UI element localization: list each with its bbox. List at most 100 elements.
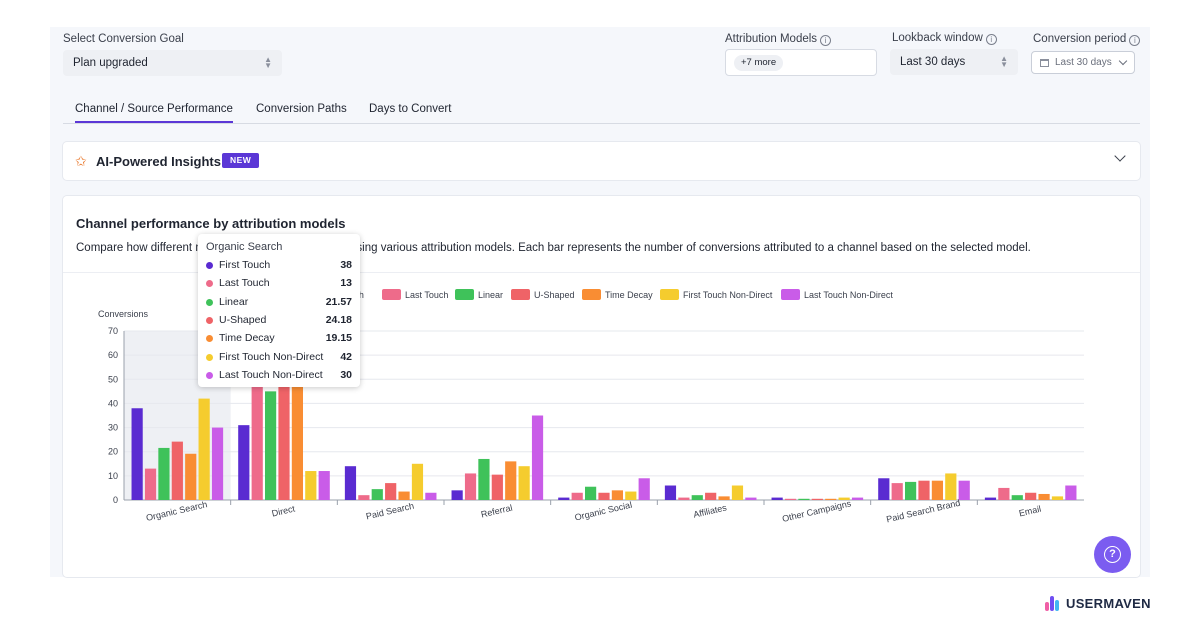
bar <box>171 441 183 500</box>
x-tick-label: Organic Social <box>574 500 633 523</box>
bar <box>358 495 370 500</box>
bar <box>731 485 744 500</box>
tooltip-title: Organic Search <box>206 241 283 253</box>
legend-swatch <box>511 289 530 300</box>
bar <box>1065 485 1077 500</box>
bar <box>531 415 544 500</box>
y-tick-label: 30 <box>108 423 118 433</box>
attribution-label: Attribution Models i <box>725 33 832 46</box>
tooltip-series-name: Last Touch Non-Direct <box>219 368 323 381</box>
bar <box>905 481 917 500</box>
legend-swatch <box>582 289 601 300</box>
new-badge: NEW <box>222 153 260 168</box>
bar <box>771 497 783 500</box>
tab-bar: Channel / Source Performance Conversion … <box>63 97 1140 124</box>
bar <box>931 480 943 500</box>
y-tick-label: 20 <box>108 447 118 457</box>
help-button[interactable]: ? <box>1094 536 1131 573</box>
legend-label: Last Touch Non-Direct <box>804 290 893 300</box>
bar <box>825 498 837 500</box>
goal-select[interactable]: Plan upgraded ▲ ▼ <box>63 50 282 76</box>
chevron-down-icon <box>1118 56 1128 66</box>
y-tick-label: 60 <box>108 350 118 360</box>
x-tick-label: Paid Search <box>365 501 415 522</box>
bar <box>131 408 143 500</box>
legend-swatch <box>660 289 679 300</box>
bar <box>958 480 970 500</box>
tab-days-to-convert[interactable]: Days to Convert <box>369 103 452 115</box>
insights-title: AI-Powered Insights <box>96 154 221 169</box>
chevron-down-icon[interactable] <box>1114 150 1126 162</box>
tooltip-row: Last Touch Non-Direct 30 <box>206 368 352 384</box>
info-icon: i <box>1129 35 1141 46</box>
x-tick-label: Affiliates <box>692 502 728 519</box>
bar <box>918 480 930 500</box>
ai-insights-panel[interactable]: ✩ AI-Powered Insights NEW <box>63 142 1140 180</box>
period-dropdown[interactable]: Last 30 days <box>1031 51 1135 74</box>
tooltip-series-value: 13 <box>340 277 352 290</box>
lookback-select[interactable]: Last 30 days ▲ ▼ <box>890 49 1018 75</box>
bar <box>718 496 730 500</box>
period-value: Last 30 days <box>1055 57 1112 68</box>
tooltip-series-value: 42 <box>340 350 352 363</box>
tab-conversion-paths[interactable]: Conversion Paths <box>256 103 347 115</box>
tooltip-row: Time Decay 19.15 <box>206 331 352 347</box>
bar <box>678 497 690 500</box>
bar <box>558 497 570 500</box>
bar <box>891 483 903 500</box>
bar <box>878 478 890 500</box>
tooltip-series-value: 21.57 <box>325 295 352 308</box>
logo-mark-icon <box>1045 595 1063 611</box>
legend-label: U-Shaped <box>534 290 575 300</box>
more-models-chip[interactable]: +7 more <box>734 55 784 71</box>
tooltip-row: First Touch Non-Direct 42 <box>206 350 352 366</box>
bar <box>1038 493 1050 500</box>
updown-icon: ▲ ▼ <box>1000 54 1008 69</box>
bar <box>385 483 397 500</box>
bar <box>798 498 810 500</box>
tooltip-row: Linear 21.57 <box>206 295 352 311</box>
bar <box>1051 496 1064 500</box>
bar <box>598 492 610 500</box>
x-tick-label: Referral <box>480 503 513 520</box>
bar <box>984 497 997 500</box>
bar <box>705 492 717 500</box>
question-icon: ? <box>1104 546 1121 563</box>
sparkle-icon: ✩ <box>75 153 87 169</box>
goal-value: Plan upgraded <box>73 57 148 69</box>
bar <box>745 497 757 500</box>
bar <box>784 498 797 500</box>
bar <box>411 463 424 500</box>
series-dot <box>206 371 213 379</box>
bar <box>571 492 583 500</box>
bar <box>505 461 517 500</box>
x-tick-label: Email <box>1018 504 1042 519</box>
bar <box>851 497 864 500</box>
tooltip-series-value: 24.18 <box>325 313 352 326</box>
attribution-models-select[interactable]: +7 more <box>725 49 877 76</box>
info-icon: i <box>820 35 832 46</box>
brand-name: USERMAVEN <box>1066 595 1151 611</box>
tooltip-series-name: U-Shaped <box>219 313 267 326</box>
bar <box>278 384 290 500</box>
bar <box>451 490 463 500</box>
period-label: Conversion period i <box>1033 33 1141 46</box>
legend-swatch <box>781 289 800 300</box>
bar <box>945 473 957 500</box>
updown-icon: ▲ ▼ <box>264 55 272 70</box>
legend-label: First Touch Non-Direct <box>683 290 773 300</box>
lookback-value: Last 30 days <box>900 56 966 68</box>
tooltip-series-name: First Touch Non-Direct <box>219 350 324 363</box>
bar <box>464 473 477 500</box>
series-dot <box>206 335 213 343</box>
tab-channel-source-performance[interactable]: Channel / Source Performance <box>75 103 233 123</box>
bar <box>611 490 623 500</box>
bar <box>291 384 303 500</box>
bar <box>1011 495 1023 500</box>
bar <box>1025 492 1037 500</box>
tooltip-row: Last Touch 13 <box>206 276 352 292</box>
bar <box>185 453 197 500</box>
y-tick-label: 40 <box>108 398 118 408</box>
bar <box>691 495 703 500</box>
x-tick-label: Organic Search <box>145 499 208 523</box>
